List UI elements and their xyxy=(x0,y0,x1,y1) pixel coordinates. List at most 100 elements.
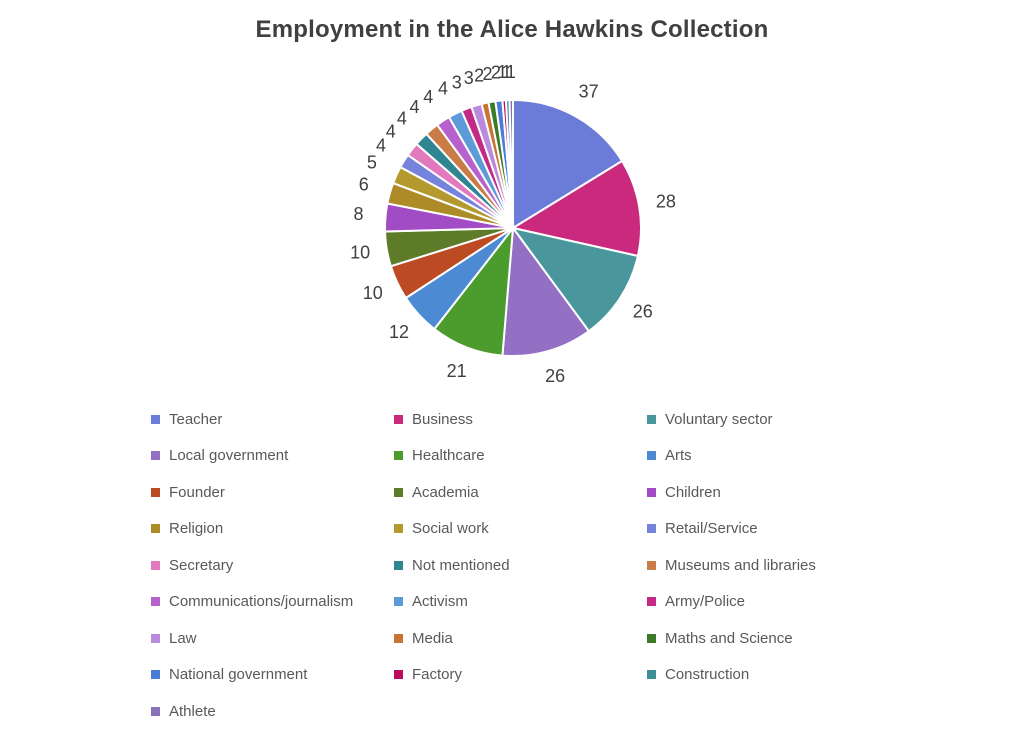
legend-swatch-icon xyxy=(151,451,160,460)
data-label-law: 3 xyxy=(464,68,474,88)
legend-label: Media xyxy=(412,629,453,647)
data-label-retail-service: 4 xyxy=(376,136,386,156)
legend-label: Healthcare xyxy=(412,447,485,464)
legend-item-secretary: Secretary xyxy=(151,554,233,576)
data-label-founder: 10 xyxy=(363,283,383,303)
data-label-construction: 1 xyxy=(502,62,512,82)
pie-slice-voluntary-sector xyxy=(510,226,640,333)
pie-slices xyxy=(384,98,642,357)
data-label-arts: 12 xyxy=(389,322,409,342)
legend-label: Secretary xyxy=(169,556,234,574)
legend-item-communications-journalism: Communications/journalism xyxy=(151,591,353,613)
legend-item-maths-and-science: Maths and Science xyxy=(647,627,793,649)
legend-label: Army/Police xyxy=(665,593,746,610)
data-label-teacher: 37 xyxy=(579,81,599,101)
legend-swatch-icon xyxy=(151,597,160,606)
legend-label: Arts xyxy=(665,447,692,464)
data-label-children: 8 xyxy=(353,204,363,224)
legend-swatch-icon xyxy=(394,487,403,497)
legend-swatch-icon xyxy=(647,524,656,533)
legend-label: Teacher xyxy=(169,410,223,428)
legend-item-national-government: National government xyxy=(151,664,307,686)
legend-swatch-icon xyxy=(647,414,656,424)
legend-item-voluntary-sector: Voluntary sector xyxy=(647,408,773,430)
data-label-army-police: 3 xyxy=(452,72,462,92)
legend-item-teacher: Teacher xyxy=(151,408,222,430)
data-label-museums-and-libraries: 4 xyxy=(409,97,419,117)
pie-slice-local-government xyxy=(501,225,591,357)
legend-label: Communications/journalism xyxy=(169,593,354,610)
legend-swatch-icon xyxy=(394,670,403,679)
legend-swatch-icon xyxy=(151,560,160,570)
legend-swatch-icon xyxy=(394,560,403,570)
legend-item-construction: Construction xyxy=(647,664,749,686)
legend-item-law: Law xyxy=(151,627,197,649)
legend-item-social-work: Social work xyxy=(394,518,489,540)
legend-swatch-icon xyxy=(151,487,160,497)
legend-label: Museums and libraries xyxy=(665,556,816,574)
legend-item-army-police: Army/Police xyxy=(647,591,745,613)
legend-item-business: Business xyxy=(394,408,473,430)
data-label-business: 28 xyxy=(656,191,676,211)
data-label-national-government: 2 xyxy=(491,63,501,83)
legend-label: Business xyxy=(412,410,473,428)
chart-title: Employment in the Alice Hawkins Collecti… xyxy=(255,16,769,43)
pie-slice-teacher xyxy=(512,98,624,230)
legend-swatch-icon xyxy=(394,597,403,606)
data-label-social-work: 5 xyxy=(367,153,377,173)
legend-item-media: Media xyxy=(394,627,453,649)
legend-label: Law xyxy=(169,629,197,647)
legend-swatch-icon xyxy=(647,597,656,606)
legend-label: Local government xyxy=(169,447,289,464)
legend-item-children: Children xyxy=(647,481,721,503)
legend-swatch-icon xyxy=(151,670,160,679)
legend-label: Factory xyxy=(412,666,463,683)
legend-swatch-icon xyxy=(647,560,656,570)
data-label-voluntary-sector: 26 xyxy=(633,302,653,322)
legend-swatch-icon xyxy=(647,487,656,497)
data-label-healthcare: 21 xyxy=(447,361,467,381)
data-label-factory: 1 xyxy=(497,62,507,82)
legend-label: Retail/Service xyxy=(665,520,758,537)
data-label-academia: 10 xyxy=(350,242,370,262)
legend-item-academia: Academia xyxy=(394,481,479,503)
legend-swatch-icon xyxy=(151,706,160,716)
legend-swatch-icon xyxy=(394,633,403,643)
data-label-athlete: 1 xyxy=(506,62,516,82)
legend-label: Children xyxy=(665,483,721,501)
data-label-activism: 4 xyxy=(438,78,448,98)
data-label-maths-and-science: 2 xyxy=(482,64,492,84)
data-label-communications-journalism: 4 xyxy=(423,87,433,107)
legend-swatch-icon xyxy=(394,414,403,424)
legend-swatch-icon xyxy=(394,451,403,460)
legend-label: Social work xyxy=(412,520,489,537)
data-label-media: 2 xyxy=(474,66,484,86)
legend-label: Voluntary sector xyxy=(665,410,773,428)
legend-label: Activism xyxy=(412,593,468,610)
legend-item-founder: Founder xyxy=(151,481,225,503)
data-label-not-mentioned: 4 xyxy=(397,109,407,129)
legend-item-factory: Factory xyxy=(394,664,462,686)
legend-swatch-icon xyxy=(151,414,160,424)
legend-item-athlete: Athlete xyxy=(151,700,216,722)
pie-slice-business xyxy=(510,159,642,258)
legend-swatch-icon xyxy=(647,633,656,643)
legend-item-religion: Religion xyxy=(151,518,223,540)
legend-label: Maths and Science xyxy=(665,629,793,647)
legend-label: Religion xyxy=(169,520,224,537)
legend-item-not-mentioned: Not mentioned xyxy=(394,554,510,576)
legend-swatch-icon xyxy=(151,524,160,533)
legend-swatch-icon xyxy=(647,670,656,679)
legend-label: Founder xyxy=(169,483,225,501)
legend-swatch-icon xyxy=(151,633,160,643)
legend-swatch-icon xyxy=(647,451,656,460)
legend-item-arts: Arts xyxy=(647,445,692,467)
legend-label: Academia xyxy=(412,483,479,501)
legend-label: Athlete xyxy=(169,702,216,720)
legend-item-activism: Activism xyxy=(394,591,468,613)
legend-label: National government xyxy=(169,666,308,683)
